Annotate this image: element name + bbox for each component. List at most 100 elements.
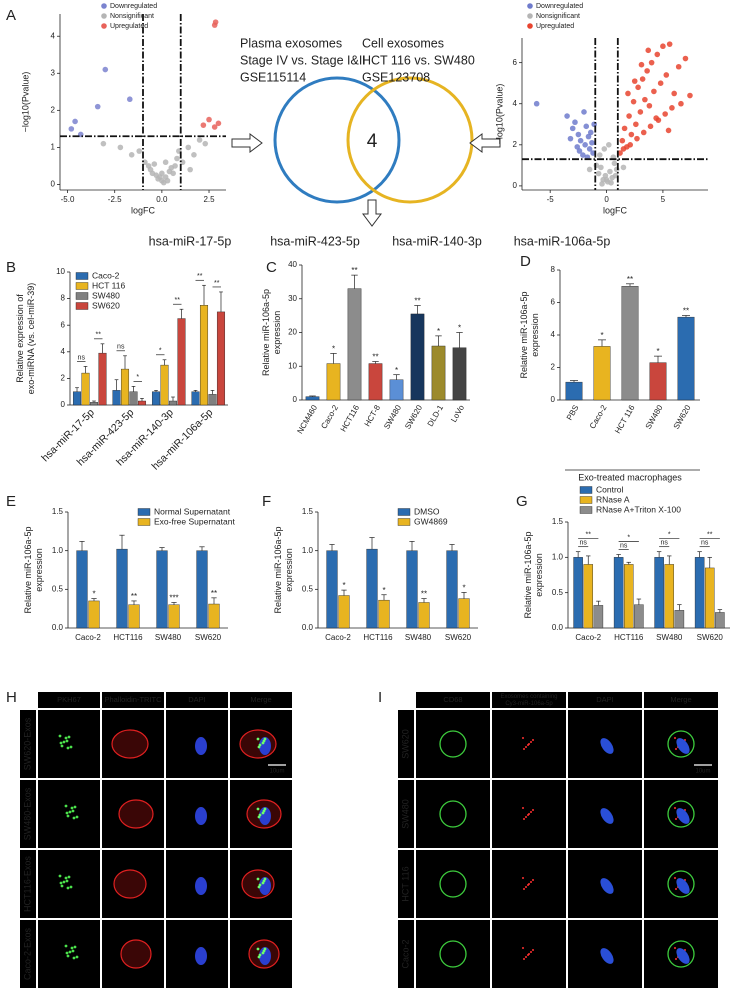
bar <box>664 564 675 629</box>
y-axis-label: expression <box>534 553 544 597</box>
panel-label: B <box>6 259 16 276</box>
y-tick-label: 0.5 <box>302 584 314 593</box>
bar <box>89 402 99 406</box>
micrograph <box>568 780 642 848</box>
micrograph <box>644 850 718 918</box>
green-dot <box>70 946 74 950</box>
x-tick-label: Caco-2 <box>575 633 601 642</box>
green-dot <box>67 735 71 739</box>
point <box>634 135 640 142</box>
green-dot <box>70 806 74 810</box>
x-axis-label: Exo-treated macrophages <box>578 472 682 482</box>
row-header <box>20 920 36 988</box>
bar <box>378 599 390 629</box>
venn-left-text: GSE115114 <box>240 70 306 84</box>
micrograph <box>492 780 566 848</box>
significance: * <box>92 590 95 599</box>
green-dot <box>258 953 262 957</box>
nucleus <box>259 807 271 825</box>
x-tick-label: -2.5 <box>108 195 122 204</box>
membrane <box>667 870 695 898</box>
legend-label: Downregulated <box>536 3 583 10</box>
significance: * <box>458 324 461 333</box>
column-label: CD68 <box>443 695 462 704</box>
y-tick-label: 30 <box>288 294 297 303</box>
y-tick-label: 0 <box>61 400 66 409</box>
point <box>206 116 212 123</box>
green-dot <box>64 804 68 808</box>
point <box>567 135 574 142</box>
row-header <box>398 780 414 848</box>
significance: ** <box>175 297 181 304</box>
point <box>608 180 614 186</box>
green-dot <box>60 744 64 748</box>
legend-label: Caco-2 <box>92 270 120 280</box>
point <box>581 109 587 115</box>
red-dot <box>530 811 532 813</box>
nucleus <box>259 947 271 965</box>
point <box>657 80 664 86</box>
point <box>637 109 644 115</box>
micrograph <box>166 710 228 778</box>
bar <box>88 600 100 629</box>
green-dot <box>64 876 68 880</box>
column-header <box>416 692 490 708</box>
micrograph <box>492 850 566 918</box>
legend-swatch <box>137 518 151 526</box>
legend-swatch <box>579 506 593 514</box>
point <box>576 148 583 154</box>
point <box>611 160 618 167</box>
red-dot <box>522 737 524 739</box>
membrane <box>439 730 467 758</box>
point <box>651 88 657 95</box>
point <box>170 170 176 177</box>
x-tick-label: SW620 <box>445 633 472 642</box>
point <box>635 84 641 91</box>
y-tick-label: 2 <box>513 140 518 149</box>
y-tick-label: 0.5 <box>552 588 564 597</box>
column-label: DAPI <box>188 695 206 704</box>
nucleus <box>676 738 690 754</box>
micrograph <box>416 780 490 848</box>
significance: * <box>159 348 162 355</box>
point <box>215 120 222 127</box>
micrograph-background <box>38 780 100 848</box>
point <box>645 47 652 54</box>
y-tick-label: 8 <box>551 265 556 274</box>
legend-swatch <box>75 302 89 310</box>
red-dot <box>525 816 527 818</box>
x-tick-label: 0 <box>604 195 609 204</box>
column-label: Phalloidin-TRITC <box>104 695 162 704</box>
point <box>599 181 605 187</box>
green-dot <box>75 955 79 959</box>
x-tick-label: HCT-8 <box>363 403 383 428</box>
point <box>68 126 75 132</box>
significance: *** <box>169 594 178 603</box>
significance: * <box>342 581 345 590</box>
row-label: Caco-2 <box>400 939 410 968</box>
green-dot <box>263 807 267 811</box>
red-dot <box>522 947 524 949</box>
bar <box>168 400 178 406</box>
x-tick-label: HCT116 <box>339 403 362 433</box>
membrane <box>439 940 467 968</box>
significance: ** <box>372 353 378 362</box>
legend-label: HCT 116 <box>92 280 126 290</box>
y-tick-label: 1.0 <box>302 546 314 555</box>
green-dot <box>68 950 72 954</box>
bar <box>573 557 583 629</box>
bar <box>674 610 685 629</box>
y-tick-label: 2 <box>51 105 56 114</box>
legend-label: Nonsignificant <box>536 13 580 20</box>
green-dot <box>65 879 69 883</box>
point <box>640 129 647 136</box>
bar <box>593 605 604 629</box>
point <box>586 166 593 173</box>
significance: * <box>395 366 398 375</box>
bar <box>177 318 186 406</box>
significance: ns <box>660 540 668 547</box>
point <box>639 76 646 82</box>
micrograph: 10um <box>644 710 718 778</box>
point <box>574 144 581 150</box>
green-dot <box>66 886 70 890</box>
